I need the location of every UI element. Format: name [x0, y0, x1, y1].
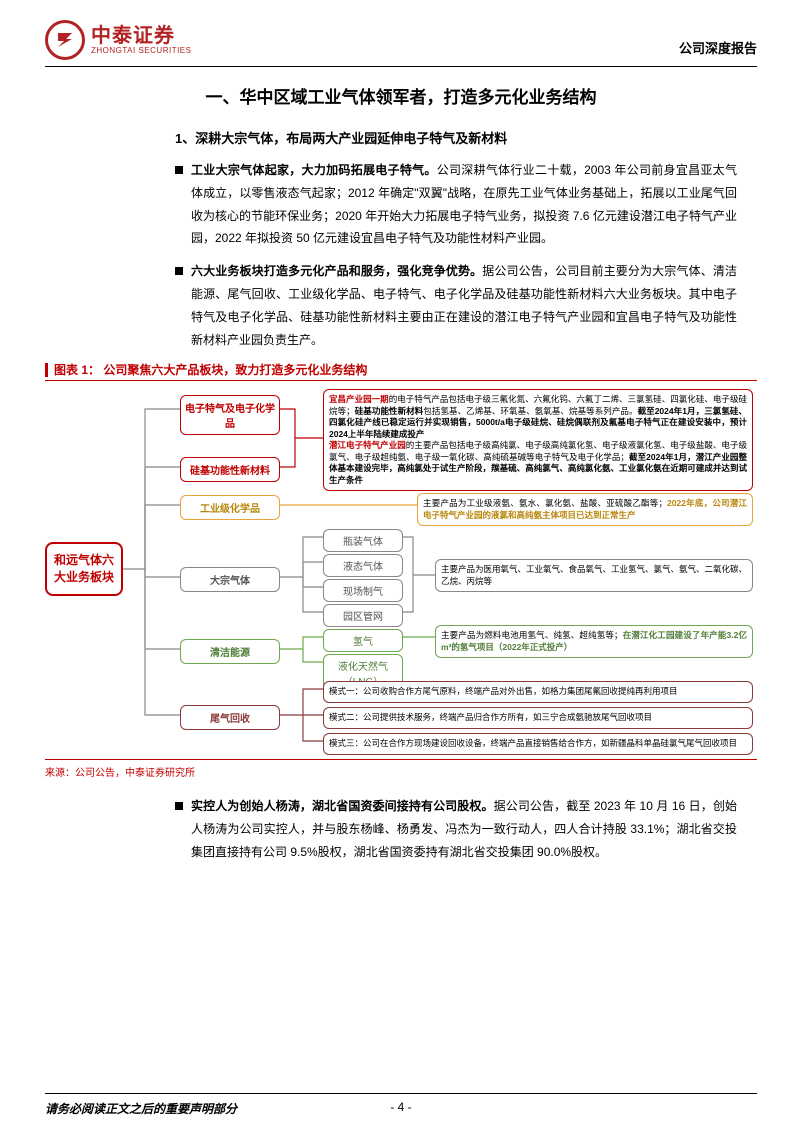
desc-tail-2: 模式二：公司提供技术服务，终端产品归合作方所有，如三宁合成氨驰放尾气回收项目	[323, 707, 753, 728]
cat-industrial-chem: 工业级化学品	[180, 495, 280, 520]
desc-bulk-gas: 主要产品为医用氧气、工业氧气、食品氧气、工业氢气、氯气、氨气、二氧化碳、乙烷、丙…	[435, 559, 753, 592]
title-bar-icon	[45, 363, 48, 377]
logo-icon	[45, 20, 85, 60]
page-footer: 请务必阅读正文之后的重要声明部分 - 4 -	[45, 1093, 757, 1117]
bullet-icon	[175, 166, 183, 174]
bullet-icon	[175, 267, 183, 275]
cat-electronic-gas: 电子特气及电子化学品	[180, 395, 280, 435]
logo-text-cn: 中泰证券	[91, 25, 191, 47]
sub-title: 1、深耕大宗气体，布局两大产业园延伸电子特气及新材料	[175, 128, 737, 147]
desc-tail-1: 模式一：公司收购合作方尾气原料，终端产品对外出售，如格力集团尾氟回收提纯再利用项…	[323, 681, 753, 702]
bullet-icon	[175, 802, 183, 810]
desc-industrial-chem: 主要产品为工业级液氨、氨水、氯化氨、盐酸、亚硫酸乙酯等；2022年底，公司潜江电…	[417, 493, 753, 526]
para3-lead: 实控人为创始人杨涛，湖北省国资委间接持有公司股权。	[191, 799, 494, 813]
org-diagram: 和远气体六大业务板块 电子特气及电子化学品 硅基功能性新材料 工业级化学品 大宗…	[45, 387, 757, 757]
figure-source: 来源：公司公告，中泰证券研究所	[45, 764, 757, 779]
paragraph-2: 六大业务板块打造多元化产品和服务，强化竞争优势。据公司公告，公司目前主要分为大宗…	[175, 260, 737, 351]
figure-1: 图表 1： 公司聚焦六大产品板块，致力打造多元化业务结构	[45, 361, 757, 779]
desc-electronic: 宜昌产业园一期的电子特气产品包括电子级三氟化氮、六氟化钨、六氟丁二烯、三氯氢硅、…	[323, 389, 753, 491]
sub-pipeline: 园区管网	[323, 604, 403, 627]
sub-bottled: 瓶装气体	[323, 529, 403, 552]
cat-bulk-gas: 大宗气体	[180, 567, 280, 592]
sub-liquid: 液态气体	[323, 554, 403, 577]
desc-clean-energy: 主要产品为燃料电池用氢气、纯氢、超纯氢等；在潜江化工园建设了年产能3.2亿m³的…	[435, 625, 753, 658]
logo-text-en: ZHONGTAI SECURITIES	[91, 47, 191, 56]
figure-title: 图表 1： 公司聚焦六大产品板块，致力打造多元化业务结构	[54, 361, 367, 378]
page-number: - 4 -	[390, 1100, 411, 1114]
para2-lead: 六大业务板块打造多元化产品和服务，强化竞争优势。	[191, 264, 482, 278]
root-node: 和远气体六大业务板块	[45, 542, 123, 596]
sub-onsite: 现场制气	[323, 579, 403, 602]
cat-clean-energy: 清洁能源	[180, 639, 280, 664]
logo: 中泰证券 ZHONGTAI SECURITIES	[45, 20, 191, 60]
footer-disclaimer: 请务必阅读正文之后的重要声明部分	[45, 1100, 237, 1117]
para1-lead: 工业大宗气体起家，大力加码拓展电子特气。	[191, 163, 437, 177]
page-header: 中泰证券 ZHONGTAI SECURITIES 公司深度报告	[45, 20, 757, 67]
paragraph-3: 实控人为创始人杨涛，湖北省国资委间接持有公司股权。据公司公告，截至 2023 年…	[175, 795, 737, 863]
sub-hydrogen: 氢气	[323, 629, 403, 652]
report-type: 公司深度报告	[679, 20, 757, 57]
cat-tail-gas: 尾气回收	[180, 705, 280, 730]
cat-silicon-material: 硅基功能性新材料	[180, 457, 280, 482]
section-title: 一、华中区域工业气体领军者，打造多元化业务结构	[45, 83, 757, 108]
desc-tail-3: 模式三：公司在合作方现场建设回收设备，终端产品直接销售给合作方，如新疆晶科单晶硅…	[323, 733, 753, 754]
paragraph-1: 工业大宗气体起家，大力加码拓展电子特气。公司深耕气体行业二十载，2003 年公司…	[175, 159, 737, 250]
